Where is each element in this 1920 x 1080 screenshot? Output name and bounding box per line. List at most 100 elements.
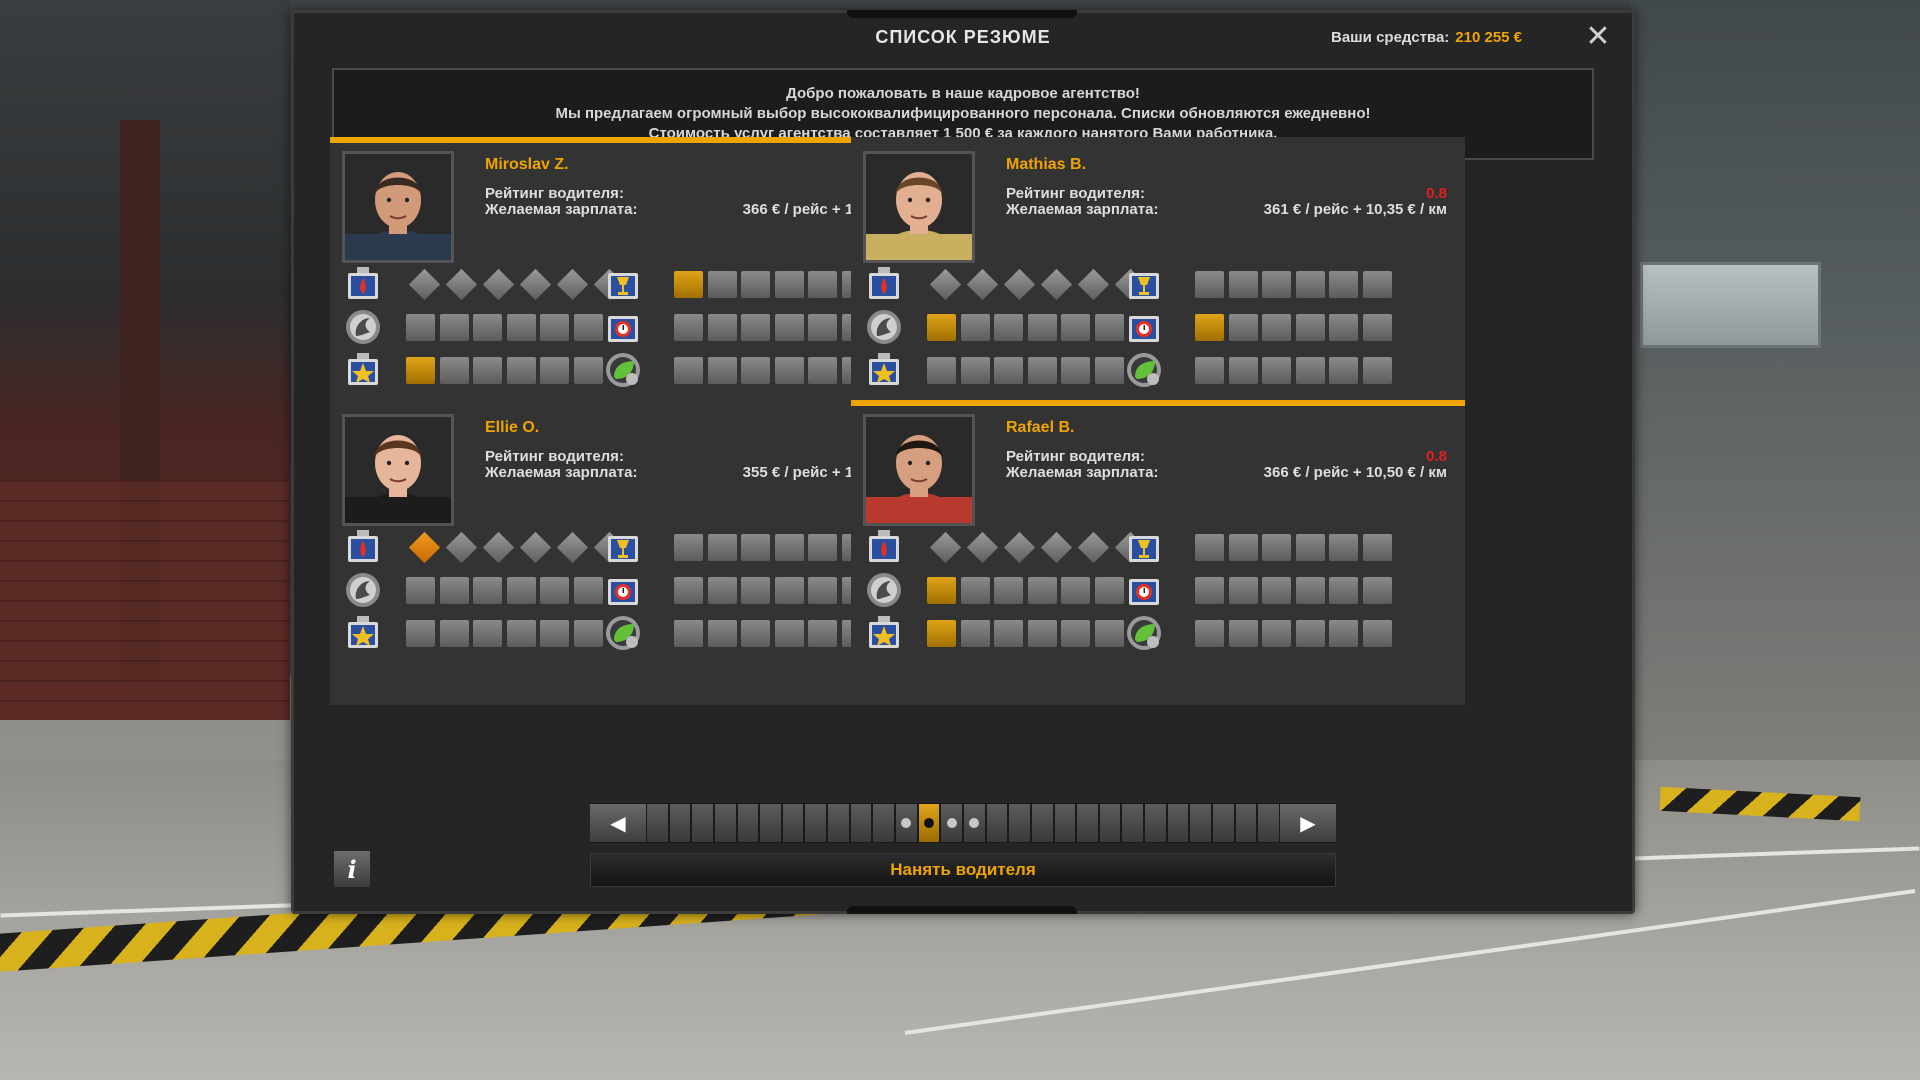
- page-segment[interactable]: [805, 804, 827, 842]
- skill-pip: [506, 356, 536, 384]
- skill-pip: [707, 270, 737, 298]
- title-tab: [847, 10, 1077, 18]
- page-segment[interactable]: [1167, 804, 1189, 842]
- page-segment[interactable]: [1077, 804, 1098, 842]
- page-segment[interactable]: [1145, 804, 1166, 842]
- page-segment[interactable]: [1235, 804, 1257, 842]
- adr-class-pip: [519, 268, 552, 300]
- salary-label: Желаемая зарплата:: [1006, 201, 1159, 218]
- skill-pip: [540, 356, 569, 384]
- driver-avatar: [863, 414, 975, 526]
- page-segment[interactable]: [1258, 804, 1279, 842]
- skill-pip: [960, 619, 990, 647]
- skill-eco: [602, 612, 875, 654]
- page-segment[interactable]: [714, 804, 736, 842]
- skill-pip: [1329, 270, 1358, 298]
- driver-name: Miroslav Z.: [485, 156, 569, 173]
- skill-fragile: [1123, 263, 1396, 305]
- skill-level: [674, 619, 875, 647]
- page-segment[interactable]: [986, 804, 1008, 842]
- skill-pip: [1228, 270, 1258, 298]
- skill-pip: [439, 356, 469, 384]
- driver-avatar: [342, 151, 454, 263]
- salary-value: 366 € / рейс + 10,50 € / км: [1263, 464, 1447, 481]
- skill-pip: [1195, 533, 1224, 561]
- skill-level: [1195, 619, 1396, 647]
- skill-pip: [1295, 313, 1325, 341]
- skill-pip: [1362, 313, 1392, 341]
- adr-class-pip: [408, 268, 441, 300]
- skill-pip: [1329, 313, 1358, 341]
- page-segment[interactable]: [918, 804, 940, 842]
- page-segment[interactable]: [760, 804, 781, 842]
- page-segment[interactable]: [669, 804, 691, 842]
- page-segment[interactable]: [1190, 804, 1212, 842]
- candidate-card[interactable]: Miroslav Z.Рейтинг водителя:0.8Желаемая …: [330, 137, 944, 442]
- page-segment[interactable]: [963, 804, 985, 842]
- adr-class-pip: [445, 268, 478, 300]
- skill-level: [406, 619, 607, 647]
- page-segment[interactable]: [941, 804, 962, 842]
- skill-adr: [342, 526, 628, 568]
- page-segment[interactable]: [782, 804, 804, 842]
- skill-pip: [1362, 270, 1392, 298]
- skill-pip: [1094, 619, 1124, 647]
- skill-just-in-time: [602, 306, 875, 348]
- welcome-line: Мы предлагаем огромный выбор высококвали…: [555, 105, 1371, 122]
- adr-class-pip: [519, 531, 552, 563]
- skill-pip: [1027, 356, 1057, 384]
- skill-pip: [808, 619, 837, 647]
- skill-pip: [1262, 313, 1291, 341]
- next-page-button[interactable]: ▶: [1280, 804, 1336, 842]
- salary-label: Желаемая зарплата:: [1006, 464, 1159, 481]
- page-segment[interactable]: [873, 804, 895, 842]
- skill-pip: [1094, 356, 1124, 384]
- skill-level: [406, 268, 628, 300]
- skill-pip: [1329, 356, 1358, 384]
- skill-pip: [573, 313, 603, 341]
- page-segment[interactable]: [737, 804, 759, 842]
- page-segment[interactable]: [1213, 804, 1234, 842]
- garage-window: [1640, 262, 1821, 348]
- skill-pip: [1027, 619, 1057, 647]
- page-segment[interactable]: [1009, 804, 1030, 842]
- skill-pip: [1362, 356, 1392, 384]
- page-segment[interactable]: [1054, 804, 1076, 842]
- candidate-card[interactable]: Mathias B. Рейтинг водителя: 0.8 Желаемая з…: [851, 137, 1465, 442]
- long-distance-icon: [863, 569, 905, 611]
- candidate-card[interactable]: Rafael B. Рейтинг водителя: 0.8 Желаемая за…: [851, 400, 1465, 705]
- page-segment[interactable]: [1099, 804, 1121, 842]
- fragile-cargo-icon: [602, 263, 644, 305]
- long-distance-icon: [342, 569, 384, 611]
- page-segment[interactable]: [1122, 804, 1144, 842]
- skill-level: [406, 576, 607, 604]
- page-segment[interactable]: [850, 804, 872, 842]
- close-icon[interactable]: ✕: [1585, 20, 1611, 53]
- skill-high-value: [342, 349, 607, 391]
- adr-hazard-icon: [342, 526, 384, 568]
- hire-driver-button[interactable]: Нанять водителя: [590, 853, 1336, 887]
- skill-pip: [808, 313, 837, 341]
- page-segment[interactable]: [828, 804, 849, 842]
- skill-pip: [1295, 533, 1325, 561]
- page-segment[interactable]: [1031, 804, 1053, 842]
- funds-label: Ваши средства:: [1331, 29, 1450, 46]
- skill-adr: [863, 263, 1149, 305]
- skill-pip: [808, 576, 837, 604]
- skill-pip: [808, 270, 837, 298]
- skill-just-in-time: [1123, 569, 1396, 611]
- skill-pip: [994, 619, 1023, 647]
- info-icon[interactable]: i: [334, 851, 370, 887]
- skill-pip: [506, 313, 536, 341]
- page-segment[interactable]: [896, 804, 917, 842]
- just-in-time-icon: [1123, 569, 1165, 611]
- skill-level: [927, 619, 1128, 647]
- garage-wall-right: [1630, 0, 1920, 760]
- skill-pip: [1295, 356, 1325, 384]
- prev-page-button[interactable]: ◀: [590, 804, 646, 842]
- skill-pip: [1061, 313, 1090, 341]
- page-segment[interactable]: [692, 804, 713, 842]
- page-segments: [646, 804, 1280, 842]
- page-segment[interactable]: [647, 804, 668, 842]
